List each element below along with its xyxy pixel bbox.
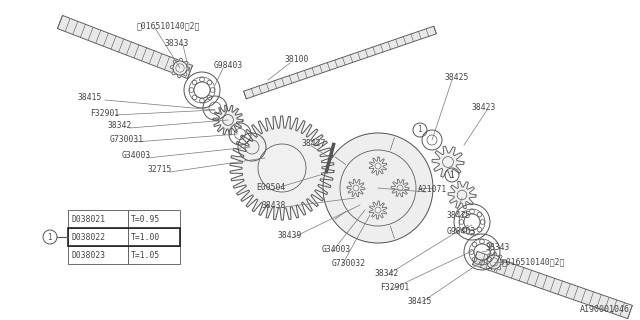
Text: 38100: 38100: [285, 55, 309, 65]
Text: 1: 1: [450, 171, 454, 180]
Polygon shape: [170, 58, 190, 78]
Bar: [68, 228, 128, 246]
Text: T=1.00: T=1.00: [131, 233, 160, 242]
Polygon shape: [58, 15, 193, 78]
Text: Ⓑ016510140（2）: Ⓑ016510140（2）: [137, 21, 200, 30]
Polygon shape: [448, 181, 476, 209]
Text: 38415: 38415: [408, 297, 433, 306]
Text: 38425: 38425: [445, 74, 469, 83]
Text: 38342: 38342: [375, 268, 399, 277]
Text: 1: 1: [47, 233, 52, 242]
Bar: [68, 210, 128, 228]
Text: T=1.05: T=1.05: [131, 251, 160, 260]
Text: A21071: A21071: [418, 186, 447, 195]
Polygon shape: [391, 179, 409, 197]
Polygon shape: [323, 133, 433, 243]
Polygon shape: [347, 179, 365, 197]
Text: G34003: G34003: [122, 151, 151, 161]
Bar: [68, 246, 128, 264]
Bar: [128, 246, 180, 264]
Text: F32901: F32901: [380, 284, 409, 292]
Text: G98403: G98403: [214, 61, 243, 70]
Text: 38343: 38343: [486, 244, 510, 252]
Text: 38343: 38343: [165, 38, 189, 47]
Text: G730031: G730031: [110, 135, 144, 145]
Text: D038023: D038023: [71, 251, 105, 260]
Polygon shape: [473, 252, 632, 319]
Bar: [128, 210, 180, 228]
Text: G730032: G730032: [332, 260, 366, 268]
Text: 32715: 32715: [148, 165, 172, 174]
Text: 38438: 38438: [262, 202, 286, 211]
Polygon shape: [484, 252, 504, 272]
Polygon shape: [369, 201, 387, 219]
Text: A190001046: A190001046: [580, 305, 630, 314]
Text: D038022: D038022: [71, 233, 105, 242]
Polygon shape: [230, 116, 334, 220]
Polygon shape: [213, 105, 243, 135]
Text: D038021: D038021: [71, 214, 105, 223]
Text: 38427: 38427: [302, 139, 326, 148]
Text: E00504: E00504: [256, 183, 285, 193]
Text: G98403: G98403: [447, 228, 476, 236]
Text: 38415: 38415: [78, 93, 102, 102]
Text: Ⓑ016510140（2）: Ⓑ016510140（2）: [502, 258, 565, 267]
Text: T=0.95: T=0.95: [131, 214, 160, 223]
Polygon shape: [244, 26, 436, 99]
Bar: [128, 228, 180, 246]
Text: 38423: 38423: [472, 103, 497, 113]
Bar: [68, 228, 180, 246]
Text: 38425: 38425: [447, 211, 472, 220]
Text: 1: 1: [418, 125, 422, 134]
Polygon shape: [432, 146, 464, 178]
Text: G34003: G34003: [322, 245, 351, 254]
Text: 38439: 38439: [278, 231, 302, 241]
Polygon shape: [369, 157, 387, 175]
Text: 38342: 38342: [108, 122, 132, 131]
Text: F32901: F32901: [90, 108, 119, 117]
